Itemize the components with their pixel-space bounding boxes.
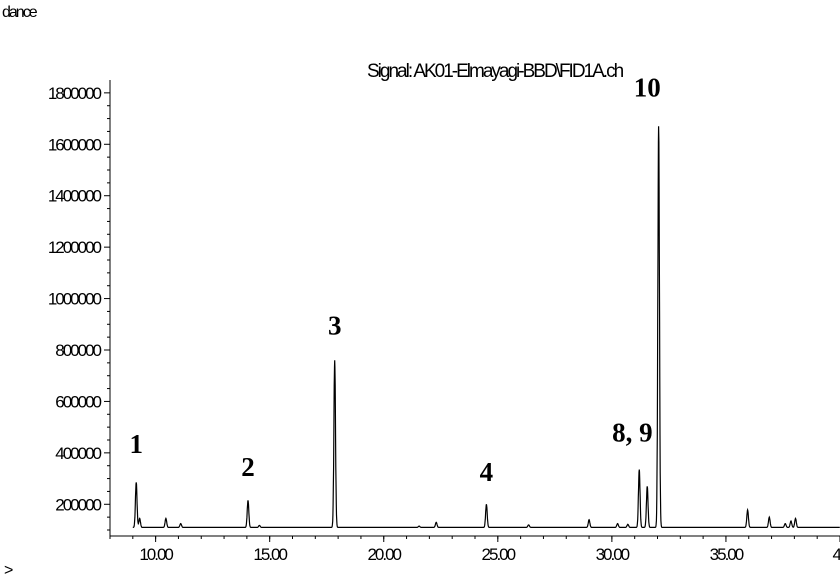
y-tick-label: 1800000	[48, 84, 102, 103]
y-tick-label: 800000	[55, 341, 101, 360]
trace	[132, 126, 840, 529]
x-tick-label: 35.00	[710, 545, 744, 564]
chart-title: Signal: AK01-Elmayagi-BBD\FID1A.ch	[367, 61, 624, 82]
signal-trace	[132, 126, 840, 529]
y-tick-label: 1400000	[48, 187, 102, 206]
y-tick-label: 200000	[55, 495, 101, 514]
y-tick-label: 1000000	[48, 290, 102, 309]
y-tick-label: 400000	[55, 444, 101, 463]
peak-label: 2	[241, 452, 255, 482]
y-tick-label: 1600000	[48, 135, 102, 154]
y-tick-label: 600000	[55, 392, 101, 411]
peak-label: 1	[129, 429, 143, 459]
peak-labels: 1 2 3 4 8, 9 10	[129, 73, 660, 487]
peak-label: 4	[480, 457, 494, 487]
x-tick-label: 40	[833, 545, 840, 564]
peak-label: 3	[328, 311, 342, 341]
peak-label: 10	[634, 73, 661, 103]
x-axis-unit-label: >	[4, 562, 13, 579]
x-tick-label: 30.00	[596, 545, 630, 564]
ticks: 2000004000006000008000001000000120000014…	[48, 84, 840, 564]
x-tick-label: 25.00	[482, 545, 516, 564]
peak-label: 8, 9	[612, 417, 653, 447]
y-axis-unit-label: dance	[2, 4, 38, 21]
axes	[109, 80, 840, 537]
x-tick-label: 10.00	[139, 545, 173, 564]
y-tick-label: 1200000	[48, 238, 102, 257]
x-tick-label: 20.00	[367, 545, 401, 564]
x-tick-label: 15.00	[253, 545, 287, 564]
